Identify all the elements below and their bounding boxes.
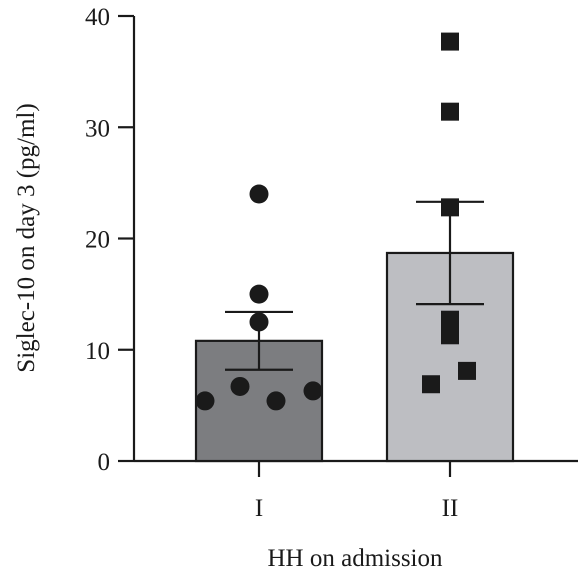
data-point-I <box>195 391 215 411</box>
x-tick-label: II <box>442 495 459 522</box>
data-point-I <box>303 381 323 401</box>
y-tick-label: 40 <box>85 4 110 31</box>
data-point-II <box>441 102 459 121</box>
data-point-I <box>249 284 269 304</box>
error-bars <box>225 200 484 371</box>
data-point-I <box>249 184 269 204</box>
data-point-II <box>441 198 459 217</box>
data-point-II <box>441 32 459 51</box>
data-point-I <box>266 391 286 411</box>
y-tick-label: 10 <box>85 338 110 365</box>
data-point-II <box>441 326 459 345</box>
y-tick-label: 20 <box>85 227 110 254</box>
y-axis: 0 10 20 30 40 <box>85 4 136 476</box>
data-points <box>195 32 476 411</box>
y-tick-label: 0 <box>98 449 111 476</box>
x-axis: I II <box>134 459 578 522</box>
y-axis-title: Siglec-10 on day 3 (pg/ml) <box>13 103 40 372</box>
data-point-II <box>441 310 459 329</box>
x-axis-title: HH on admission <box>268 545 444 572</box>
data-point-II <box>422 375 440 394</box>
data-point-I <box>249 312 269 332</box>
data-point-I <box>230 376 250 396</box>
x-tick-label: I <box>255 495 263 522</box>
y-tick-label: 30 <box>85 115 110 142</box>
bars <box>194 251 515 463</box>
data-point-II <box>458 361 476 380</box>
